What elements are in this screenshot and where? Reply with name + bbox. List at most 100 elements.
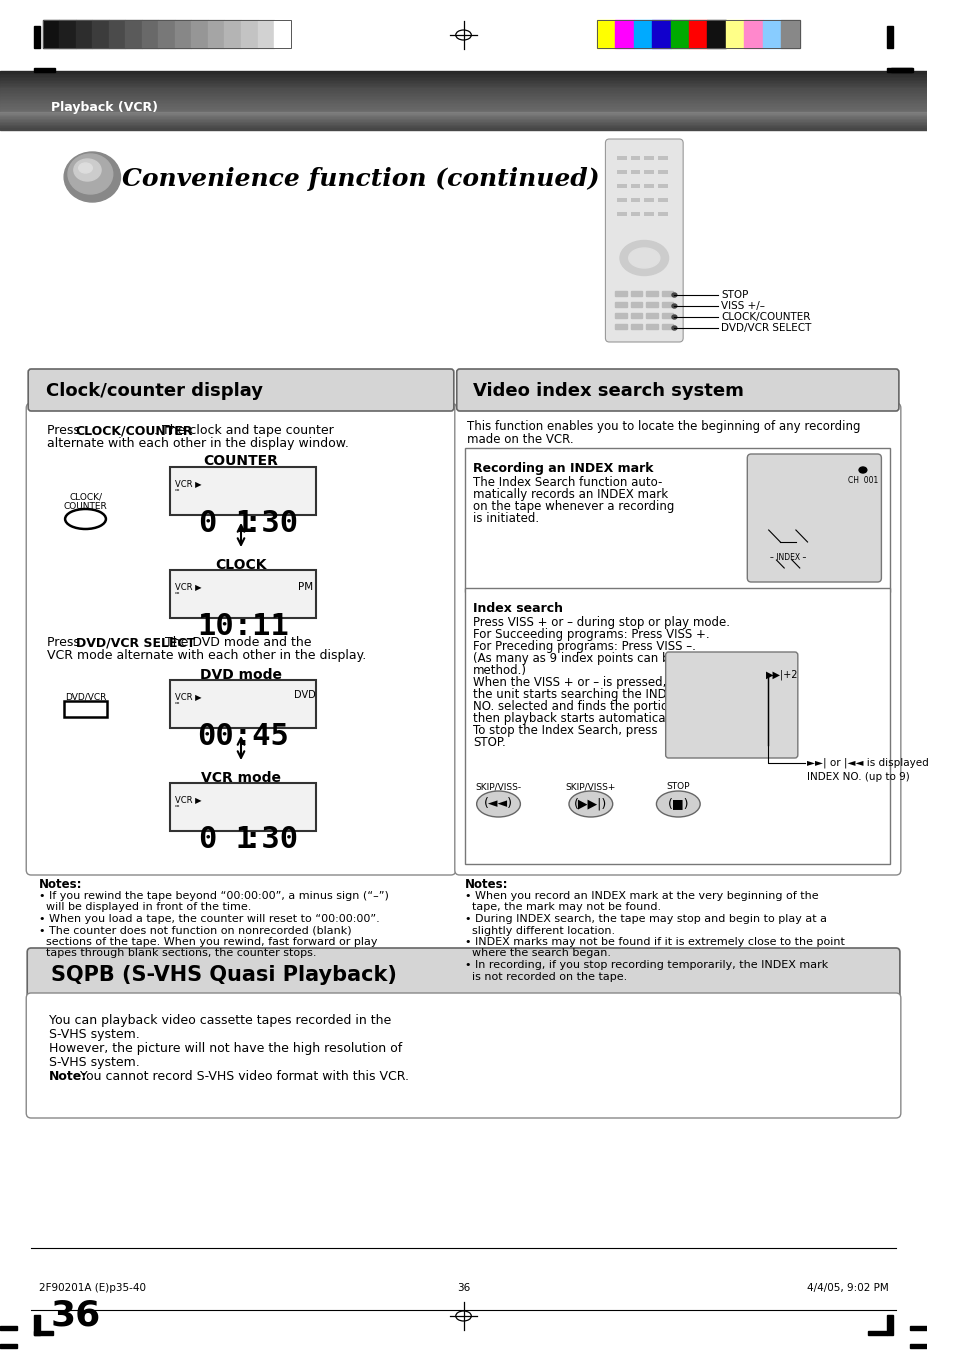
Text: the unit starts searching the INDEX: the unit starts searching the INDEX (473, 688, 681, 701)
Bar (643, 199, 654, 203)
Bar (0, 88, 926, 91)
Bar (92, 20, 109, 49)
Text: then playback starts automatically.: then playback starts automatically. (473, 712, 680, 725)
Bar (908, 1344, 926, 1348)
Text: :30: :30 (243, 509, 297, 538)
Bar (0, 73, 926, 74)
Text: ᶜᵒ: ᶜᵒ (174, 489, 180, 494)
Bar (0, 107, 926, 109)
Text: DVD mode: DVD mode (200, 667, 282, 682)
Bar (633, 20, 652, 49)
Text: DVD/VCR SELECT: DVD/VCR SELECT (720, 323, 811, 332)
Bar (0, 76, 926, 78)
Text: VISS +/–: VISS +/– (720, 301, 764, 311)
Text: VCR ▶: VCR ▶ (174, 794, 201, 804)
Ellipse shape (656, 790, 700, 817)
Text: ᶜᵒ: ᶜᵒ (174, 805, 180, 811)
Bar (224, 20, 241, 49)
FancyBboxPatch shape (746, 454, 881, 582)
Bar (630, 199, 639, 203)
Bar (658, 184, 667, 188)
Text: 10:11: 10:11 (197, 612, 289, 640)
Bar (0, 84, 926, 86)
Bar (0, 86, 926, 89)
Bar (0, 111, 926, 112)
Text: • During INDEX search, the tape may stop and begin to play at a: • During INDEX search, the tape may stop… (464, 915, 825, 924)
Text: To stop the Index Search, press: To stop the Index Search, press (473, 724, 657, 738)
Text: Recording an INDEX mark: Recording an INDEX mark (473, 462, 653, 476)
Bar (0, 80, 926, 82)
Bar (643, 184, 654, 188)
Text: For Succeeding programs: Press VISS +.: For Succeeding programs: Press VISS +. (473, 628, 709, 640)
Bar (617, 170, 626, 174)
Bar (630, 290, 641, 296)
Bar (617, 184, 626, 188)
Bar (645, 290, 658, 296)
Text: S-VHS system.: S-VHS system. (49, 1056, 139, 1069)
Bar (615, 290, 626, 296)
Bar (658, 212, 667, 216)
Bar (0, 96, 926, 99)
Bar (596, 20, 799, 49)
Bar (630, 212, 639, 216)
Bar (661, 290, 673, 296)
Bar (0, 108, 926, 111)
Bar (109, 20, 125, 49)
Ellipse shape (64, 153, 120, 203)
Text: Press: Press (47, 424, 84, 436)
Bar (0, 93, 926, 95)
Text: Index search: Index search (473, 603, 562, 615)
Text: DVD/VCR: DVD/VCR (65, 693, 106, 703)
Text: . The clock and tape counter: . The clock and tape counter (153, 424, 333, 436)
Bar (170, 784, 315, 831)
Text: CLOCK/: CLOCK/ (69, 492, 102, 501)
Text: slightly different location.: slightly different location. (464, 925, 614, 935)
Bar (707, 20, 725, 49)
Text: 00:45: 00:45 (197, 721, 289, 751)
Text: INDEX NO. (up to 9): INDEX NO. (up to 9) (805, 771, 908, 782)
Bar (615, 324, 626, 330)
Bar (908, 1325, 926, 1329)
FancyBboxPatch shape (27, 993, 900, 1119)
FancyBboxPatch shape (455, 403, 900, 875)
Bar (630, 324, 641, 330)
Bar (0, 118, 926, 120)
Text: 0 1: 0 1 (199, 825, 254, 854)
Text: is not recorded on the tape.: is not recorded on the tape. (464, 971, 626, 981)
Text: 0 1: 0 1 (199, 509, 254, 538)
Text: is initiated.: is initiated. (473, 512, 538, 526)
Text: DVD: DVD (294, 690, 315, 700)
Text: Press: Press (47, 636, 84, 648)
Bar (652, 20, 670, 49)
Bar (688, 20, 707, 49)
Bar (615, 313, 626, 317)
Bar (0, 101, 926, 104)
Text: 36: 36 (456, 1283, 470, 1293)
Text: 4/4/05, 9:02 PM: 4/4/05, 9:02 PM (806, 1283, 888, 1293)
Text: SQPB (S-VHS Quasi Playback): SQPB (S-VHS Quasi Playback) (51, 965, 396, 985)
Bar (241, 20, 257, 49)
Bar (886, 26, 892, 49)
Bar (0, 116, 926, 119)
Text: SKIP/VISS+: SKIP/VISS+ (565, 782, 616, 790)
Text: When the VISS + or – is pressed,: When the VISS + or – is pressed, (473, 676, 666, 689)
Bar (34, 1315, 40, 1335)
Bar (596, 20, 615, 49)
Text: DVD/VCR SELECT: DVD/VCR SELECT (75, 636, 194, 648)
Text: SELECT: SELECT (69, 703, 102, 712)
Bar (208, 20, 224, 49)
Text: COUNTER: COUNTER (64, 503, 108, 511)
Text: Notes:: Notes: (39, 878, 82, 892)
Bar (0, 103, 926, 105)
FancyBboxPatch shape (465, 588, 889, 865)
Bar (630, 184, 639, 188)
Text: • In recording, if you stop recording temporarily, the INDEX mark: • In recording, if you stop recording te… (464, 961, 827, 970)
Bar (0, 99, 926, 101)
FancyBboxPatch shape (605, 139, 682, 342)
Text: Clock/counter display: Clock/counter display (46, 382, 262, 400)
Bar (0, 78, 926, 81)
Bar (43, 20, 291, 49)
Text: 2F90201A (E)p35-40: 2F90201A (E)p35-40 (39, 1283, 146, 1293)
Bar (43, 20, 59, 49)
Bar (630, 170, 639, 174)
